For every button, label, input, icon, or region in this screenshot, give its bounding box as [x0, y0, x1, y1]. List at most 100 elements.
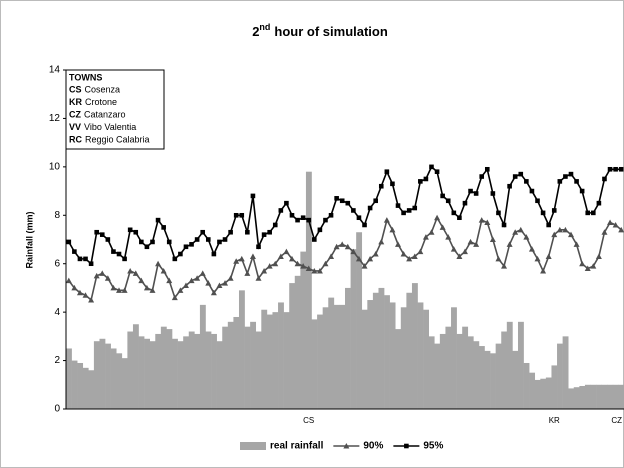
marker: [574, 179, 579, 184]
marker: [367, 255, 374, 262]
x-tick-label: CZ: [611, 416, 622, 425]
marker: [144, 244, 150, 250]
marker: [489, 236, 496, 242]
marker: [501, 222, 507, 228]
marker: [339, 198, 345, 204]
marker: [556, 226, 563, 233]
marker: [406, 208, 412, 213]
y-tick-label: 0: [54, 404, 60, 415]
marker: [72, 249, 77, 254]
marker: [255, 275, 262, 281]
marker: [339, 241, 346, 247]
series-line: [65, 214, 624, 303]
marker: [434, 214, 441, 221]
marker: [372, 251, 379, 257]
bar: [155, 333, 162, 409]
marker: [618, 166, 624, 172]
bar: [367, 300, 374, 409]
bar: [551, 365, 558, 409]
marker: [524, 179, 529, 184]
marker: [200, 229, 206, 235]
x-tick-label: CS: [303, 416, 314, 425]
bar: [116, 353, 123, 409]
bar: [478, 346, 485, 409]
marker: [400, 251, 407, 257]
bar: [110, 348, 117, 409]
marker: [428, 229, 435, 235]
y-tick-label: 2: [54, 355, 60, 366]
bar: [417, 302, 424, 409]
bar: [562, 336, 569, 409]
marker: [93, 272, 100, 279]
marker: [116, 251, 122, 257]
marker: [501, 263, 508, 269]
marker: [512, 174, 518, 179]
marker: [177, 287, 184, 293]
bar: [389, 302, 396, 409]
marker: [579, 188, 585, 194]
marker: [289, 212, 295, 218]
bar: [311, 319, 318, 409]
title-sup: nd: [259, 22, 270, 32]
chart-title: 2nd hour of simulation: [252, 22, 388, 39]
y-tick-label: 4: [54, 307, 60, 318]
series-line: [66, 164, 624, 267]
marker: [418, 179, 423, 184]
bar: [177, 341, 184, 409]
bar: [127, 331, 134, 409]
marker: [551, 231, 558, 238]
town-name: Crotone: [85, 97, 117, 107]
legend-label: real rainfall: [270, 441, 324, 452]
bar: [121, 358, 128, 409]
bar: [205, 331, 212, 409]
marker: [77, 256, 83, 262]
bar: [495, 343, 502, 409]
bar: [188, 331, 195, 409]
bar: [411, 283, 418, 409]
towns-title: TOWNS: [69, 72, 102, 82]
bar: [534, 379, 541, 409]
marker: [121, 287, 128, 293]
y-axis-label: Rainfall (mm): [24, 211, 34, 268]
marker: [311, 267, 318, 274]
marker: [312, 237, 317, 242]
bar: [384, 295, 390, 409]
marker: [367, 205, 373, 211]
marker: [344, 243, 351, 250]
marker: [478, 217, 485, 223]
bar: [238, 290, 245, 409]
bar: [400, 307, 407, 409]
marker: [71, 284, 78, 291]
marker: [546, 222, 551, 228]
marker: [284, 200, 289, 206]
town-code: KR: [69, 97, 82, 107]
marker: [551, 208, 557, 213]
y-tick-label: 6: [54, 258, 60, 269]
bar: [540, 378, 547, 409]
marker: [133, 229, 139, 235]
marker: [116, 287, 123, 293]
bar: [283, 312, 290, 409]
bar: [517, 321, 524, 409]
y-tick-label: 14: [49, 65, 61, 76]
bar: [294, 275, 301, 409]
marker: [351, 208, 356, 213]
town-entry: RC Reggio Calabria: [69, 135, 150, 145]
marker: [178, 251, 183, 257]
bar: [233, 316, 240, 409]
marker: [439, 224, 446, 230]
marker: [618, 226, 624, 233]
marker: [238, 255, 245, 262]
marker: [300, 215, 306, 221]
title-main: 2: [252, 24, 259, 39]
marker: [139, 239, 144, 245]
marker: [507, 183, 512, 189]
marker: [518, 171, 524, 177]
marker: [122, 256, 127, 262]
marker: [99, 270, 106, 276]
bar: [584, 384, 591, 409]
marker: [227, 275, 234, 281]
marker: [440, 193, 445, 199]
marker: [249, 253, 256, 259]
marker: [378, 238, 385, 245]
